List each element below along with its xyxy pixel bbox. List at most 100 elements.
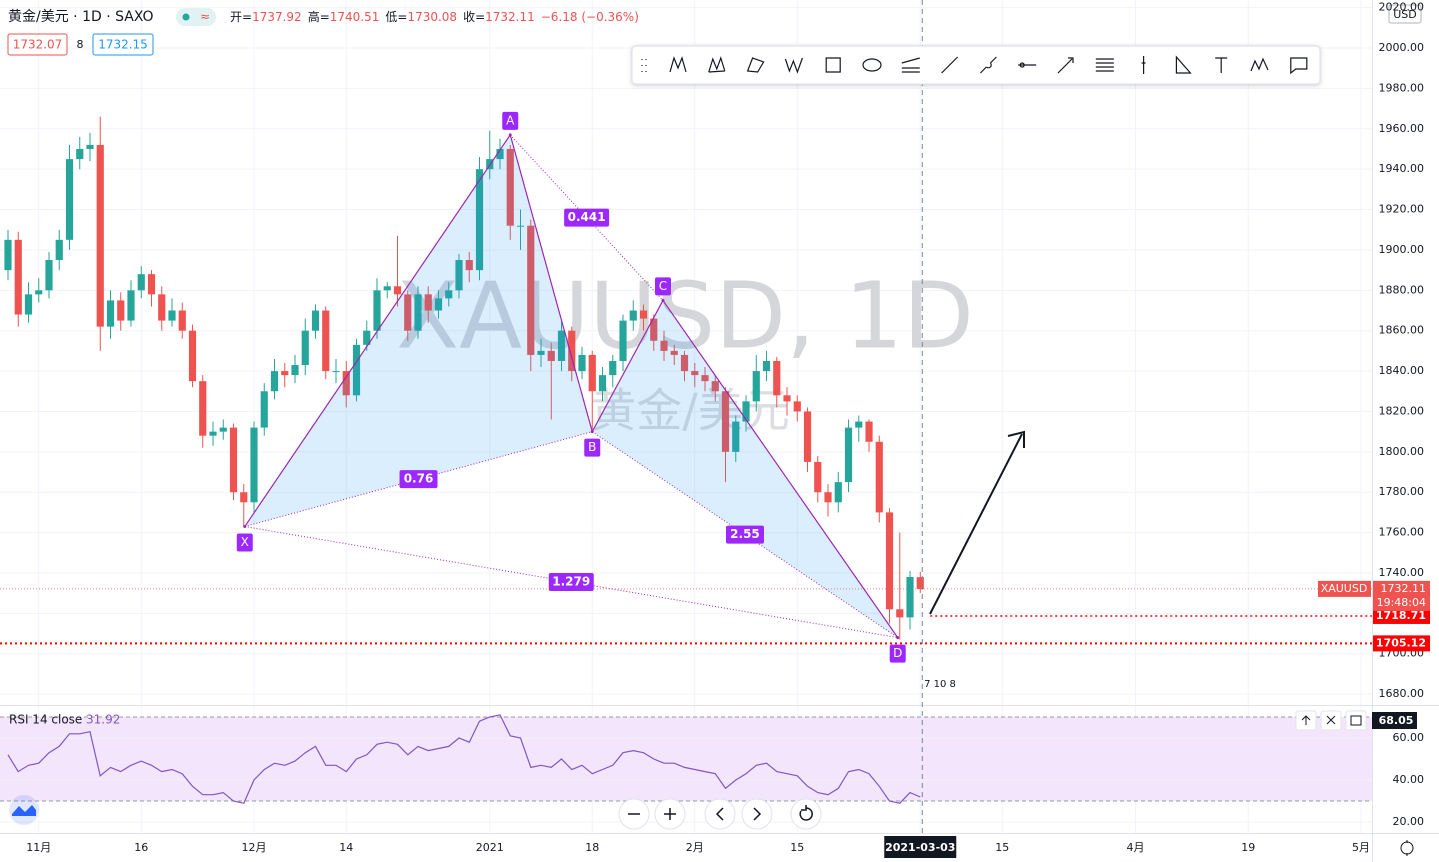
candle-body [691, 371, 699, 376]
tool-icon [1290, 57, 1308, 75]
candle-body [14, 239, 22, 315]
tool-button[interactable] [825, 57, 841, 73]
tool-button[interactable] [784, 57, 803, 74]
sell-button[interactable] [7, 33, 68, 56]
tool-button[interactable] [708, 56, 726, 73]
price-line-label: 1718.71 [1376, 609, 1426, 622]
tool-icon [941, 56, 959, 74]
candle-body [270, 371, 279, 392]
candle-body [516, 225, 525, 227]
tool-button[interactable] [862, 58, 882, 72]
x-tick-label: 12月 [242, 841, 267, 854]
candle-body [701, 375, 709, 382]
y-tick-label: 1800.00 [1379, 445, 1425, 458]
pattern-point [896, 636, 900, 640]
pattern-point [508, 133, 512, 137]
tool-icon [746, 57, 765, 73]
reset[interactable] [790, 798, 822, 830]
tool-button[interactable] [1095, 58, 1114, 72]
candle-body [824, 492, 832, 503]
settings[interactable] [1400, 840, 1414, 856]
tool-button[interactable] [979, 56, 997, 74]
tool-icon [669, 56, 687, 73]
candle-body [240, 492, 248, 503]
point-label: X [241, 535, 249, 549]
tool-button[interactable] [1141, 56, 1146, 74]
spread: 8 [77, 38, 84, 51]
candle-body [178, 310, 186, 331]
ratio-box [548, 573, 594, 592]
pane-maximize[interactable] [1345, 710, 1367, 731]
y-tick-label: 2020.00 [1379, 1, 1425, 14]
last-price-tag [1373, 580, 1430, 611]
pattern-fill [592, 300, 898, 638]
candle-body [65, 159, 74, 240]
logo-button[interactable] [9, 795, 39, 825]
tool-button[interactable] [746, 57, 765, 73]
tool-button[interactable] [1018, 62, 1037, 68]
x-tick-label: 18 [585, 841, 599, 854]
candle-body [875, 441, 883, 513]
rsi-label: RSI 14 close [9, 713, 82, 727]
tool-button[interactable] [1215, 57, 1228, 73]
candle-body [199, 381, 207, 436]
candle-body [342, 371, 350, 396]
x-tick-label: 2021 [476, 841, 504, 854]
symbol: 黄金/美元 · 1D · SAXO [8, 8, 154, 25]
pane-separator [0, 705, 1439, 706]
buy-button[interactable] [92, 33, 154, 56]
toolbar-grip [641, 59, 647, 72]
rsi-band [0, 716, 1372, 802]
tool-button[interactable] [1290, 57, 1308, 75]
tool-button[interactable] [901, 57, 920, 73]
tool-icon [1095, 58, 1114, 72]
candle-body [680, 354, 689, 372]
tool-icon [825, 57, 841, 73]
scroll-right[interactable] [741, 798, 773, 830]
candle-body [168, 310, 176, 321]
rsi-tick-label: 40.00 [1393, 773, 1425, 786]
candle-body [393, 286, 402, 295]
pattern-fill [244, 134, 593, 527]
ohlc: 开=1737.92 高=1740.51 低=1730.08 收=1732.11 −6.1… [230, 9, 639, 24]
status-badge[interactable] [176, 8, 216, 26]
tool-button[interactable] [1175, 55, 1192, 74]
candle-body [721, 391, 730, 452]
candle-body [455, 260, 463, 291]
candle-body [742, 401, 750, 422]
candle-body [527, 225, 535, 355]
x-tick-label: 19 [1241, 841, 1255, 854]
candle-body [209, 431, 217, 436]
candle-body [322, 310, 330, 372]
candle-body [137, 274, 145, 291]
candle-body [414, 294, 422, 331]
y-tick-label: 1960.00 [1379, 122, 1425, 135]
pattern-point [243, 525, 247, 529]
y-tick-label: 1680.00 [1379, 687, 1425, 700]
currency-button[interactable] [1388, 4, 1422, 24]
buy-price: 1732.15 [98, 38, 148, 52]
candle-body [752, 371, 760, 402]
tool-button[interactable] [669, 56, 687, 73]
scroll-left[interactable] [704, 798, 736, 830]
y-tick-label: 1740.00 [1379, 566, 1425, 579]
price-line-tag [1373, 607, 1430, 624]
x-tick-label: 15 [995, 841, 1009, 854]
price-line-label: 1705.12 [1376, 636, 1426, 649]
candle-body [639, 310, 648, 319]
y-tick-label: 1940.00 [1379, 162, 1425, 175]
tool-button[interactable] [941, 56, 959, 74]
candle-body [45, 260, 53, 291]
status-icon: ≈ [200, 10, 210, 24]
ratio-box [564, 208, 610, 227]
drawing-toolbar [631, 45, 1321, 85]
tool-button[interactable] [1250, 57, 1269, 72]
status-dot [182, 13, 190, 21]
pattern-leg [591, 300, 664, 432]
pattern-ratio-line [591, 431, 898, 638]
candle-body [260, 391, 268, 428]
pattern-leg [244, 134, 511, 527]
crosshair-time-tag [884, 836, 957, 858]
tool-button[interactable] [1057, 57, 1074, 74]
candle-body [537, 350, 545, 355]
